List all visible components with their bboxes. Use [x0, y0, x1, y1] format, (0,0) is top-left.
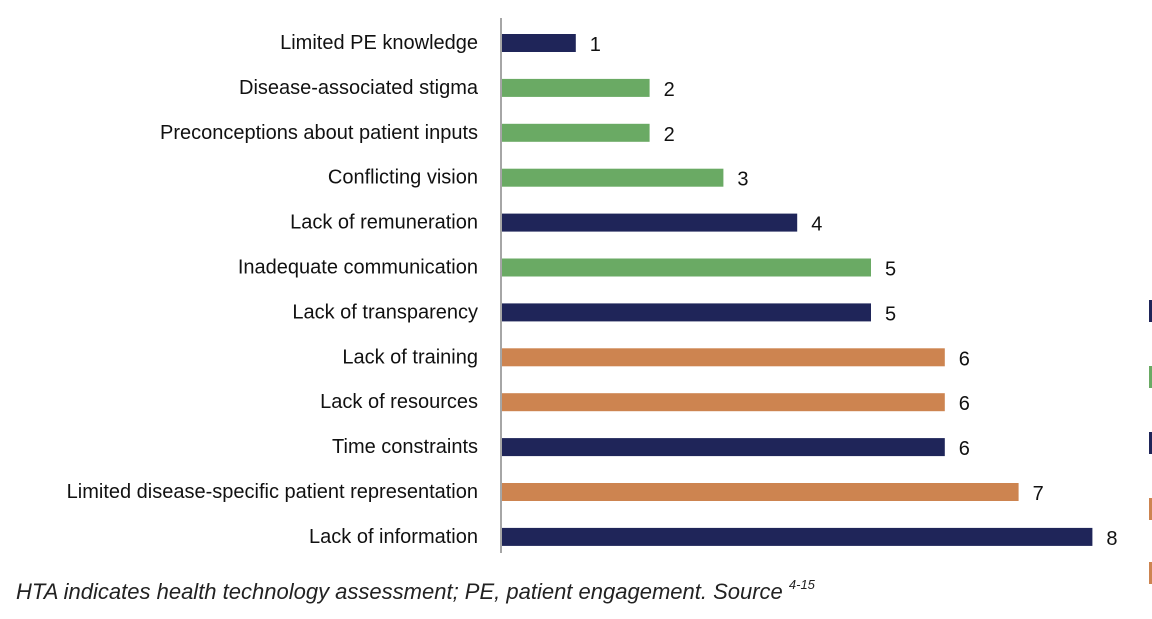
legend-swatch	[1149, 562, 1152, 584]
value-label: 5	[885, 259, 896, 281]
bar	[502, 123, 650, 142]
value-label: 3	[737, 169, 748, 191]
category-label: Lack of training	[342, 346, 478, 368]
value-label: 6	[959, 348, 970, 370]
value-label: 5	[885, 303, 896, 325]
category-label: Lack of transparency	[292, 301, 478, 323]
bar	[502, 393, 945, 412]
category-label: Conflicting vision	[328, 167, 478, 189]
category-label: Limited PE knowledge	[280, 32, 478, 54]
bar	[502, 258, 871, 277]
value-label: 2	[664, 79, 675, 101]
footnote-text: HTA indicates health technology assessme…	[16, 579, 789, 604]
legend-swatch	[1149, 498, 1152, 520]
bar	[502, 34, 576, 52]
value-labels: 1 2 2 3 4 5 5 6 6 6 7 8	[590, 34, 1118, 550]
category-label: Disease-associated stigma	[239, 77, 479, 99]
value-label: 6	[959, 393, 970, 415]
value-label: 7	[1033, 483, 1044, 505]
category-label: Time constraints	[332, 436, 478, 458]
bar	[502, 168, 724, 187]
bar	[502, 483, 1019, 501]
category-label: Lack of remuneration	[290, 212, 478, 234]
bars	[502, 34, 1093, 546]
value-label: 2	[664, 124, 675, 146]
bar	[502, 527, 1093, 546]
bar	[502, 78, 650, 97]
value-label: 8	[1106, 528, 1117, 550]
legend-swatch	[1149, 300, 1152, 322]
legend-swatch	[1149, 432, 1152, 454]
footnote: HTA indicates health technology assessme…	[16, 577, 815, 605]
bar-chart: Limited PE knowledge Disease-associated s…	[67, 18, 1118, 553]
category-labels: Limited PE knowledge Disease-associated s…	[67, 32, 479, 548]
category-label: Lack of resources	[320, 391, 478, 413]
footnote-superscript: 4-15	[788, 577, 815, 592]
value-label: 1	[590, 34, 601, 56]
bar	[502, 438, 945, 457]
value-label: 6	[959, 438, 970, 460]
category-label: Preconceptions about patient inputs	[160, 122, 478, 144]
value-label: 4	[811, 214, 822, 236]
category-label: Limited disease-specific patient represe…	[67, 481, 478, 503]
bar	[502, 213, 798, 232]
category-label: Lack of information	[309, 526, 478, 548]
legend-swatch	[1149, 366, 1152, 388]
bar	[502, 348, 945, 367]
category-label: Inadequate communication	[238, 257, 478, 279]
bar	[502, 303, 871, 322]
